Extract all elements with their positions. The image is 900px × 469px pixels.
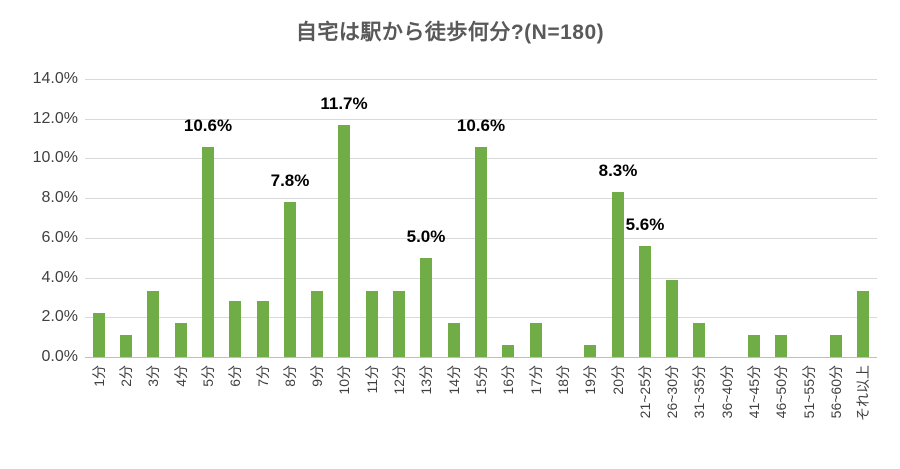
- bar: [175, 323, 187, 357]
- y-tick-label: 14.0%: [32, 70, 78, 87]
- gridline: [85, 79, 877, 80]
- bar: [693, 323, 705, 357]
- y-tick-label: 10.0%: [32, 149, 78, 166]
- bar: [830, 335, 842, 357]
- y-tick-label: 6.0%: [41, 229, 78, 246]
- bar: [612, 192, 624, 357]
- x-tick-label: 8分: [282, 365, 298, 387]
- y-tick-label: 8.0%: [41, 189, 78, 206]
- bar-data-label: 10.6%: [456, 116, 506, 135]
- y-tick-label: 0.0%: [41, 348, 78, 365]
- chart-title: 自宅は駅から徒歩何分?(N=180): [295, 21, 605, 44]
- y-tick-label: 2.0%: [41, 308, 78, 325]
- x-axis-line: [85, 357, 877, 358]
- bar: [257, 301, 269, 357]
- x-tick-label: 46~50分: [773, 365, 789, 419]
- bar: [202, 147, 214, 357]
- x-tick-label: 10分: [336, 365, 352, 395]
- bar-data-label: 8.3%: [598, 161, 638, 180]
- bar: [284, 202, 296, 357]
- bar-data-label: 10.6%: [183, 116, 233, 135]
- x-tick-label: 7分: [255, 365, 271, 387]
- bar: [775, 335, 787, 357]
- bar: [311, 291, 323, 357]
- x-tick-label: 56~60分: [828, 365, 844, 419]
- x-tick-label: 51~55分: [801, 365, 817, 419]
- bar-data-label: 11.7%: [320, 94, 368, 113]
- x-tick-label: 41~45分: [746, 365, 762, 419]
- x-tick-label: 19分: [582, 365, 598, 395]
- bar: [338, 125, 350, 357]
- bar: [147, 291, 159, 357]
- y-tick-label: 4.0%: [41, 269, 78, 286]
- bar: [502, 345, 514, 357]
- x-tick-label: 11分: [364, 365, 380, 394]
- bar-data-label: 5.6%: [625, 215, 665, 234]
- bar: [530, 323, 542, 357]
- x-tick-label: 31~35分: [691, 365, 707, 419]
- bar-data-label: 5.0%: [406, 227, 446, 246]
- x-tick-label: 14分: [446, 365, 462, 395]
- x-tick-label: 20分: [610, 365, 626, 395]
- bar: [639, 246, 651, 357]
- x-tick-label: 5分: [200, 365, 216, 387]
- x-tick-label: 2分: [118, 365, 134, 387]
- x-tick-label: 18分: [555, 365, 571, 395]
- bar: [584, 345, 596, 357]
- bar: [448, 323, 460, 357]
- x-tick-label: 16分: [500, 365, 516, 395]
- bar-data-label: 7.8%: [270, 171, 310, 190]
- x-tick-label: 4分: [173, 365, 189, 387]
- bar: [393, 291, 405, 357]
- x-tick-label: 26~30分: [664, 365, 680, 419]
- x-tick-label: 17分: [528, 365, 544, 395]
- bar: [857, 291, 869, 357]
- x-tick-label: 6分: [227, 365, 243, 387]
- x-tick-label: それ以上: [855, 365, 871, 421]
- x-tick-label: 1分: [91, 365, 107, 387]
- bar: [475, 147, 487, 357]
- x-tick-label: 12分: [391, 365, 407, 395]
- x-tick-label: 3分: [145, 365, 161, 387]
- y-tick-label: 12.0%: [32, 110, 78, 127]
- gridline: [85, 119, 877, 120]
- bar: [93, 313, 105, 357]
- bar: [420, 258, 432, 357]
- x-tick-label: 36~40分: [719, 365, 735, 419]
- x-tick-label: 15分: [473, 365, 489, 395]
- bar: [366, 291, 378, 357]
- x-tick-label: 9分: [309, 365, 325, 387]
- x-tick-label: 13分: [418, 365, 434, 395]
- bar: [120, 335, 132, 357]
- bar: [229, 301, 241, 357]
- bar: [748, 335, 760, 357]
- bar: [666, 280, 678, 357]
- x-tick-label: 21~25分: [637, 365, 653, 419]
